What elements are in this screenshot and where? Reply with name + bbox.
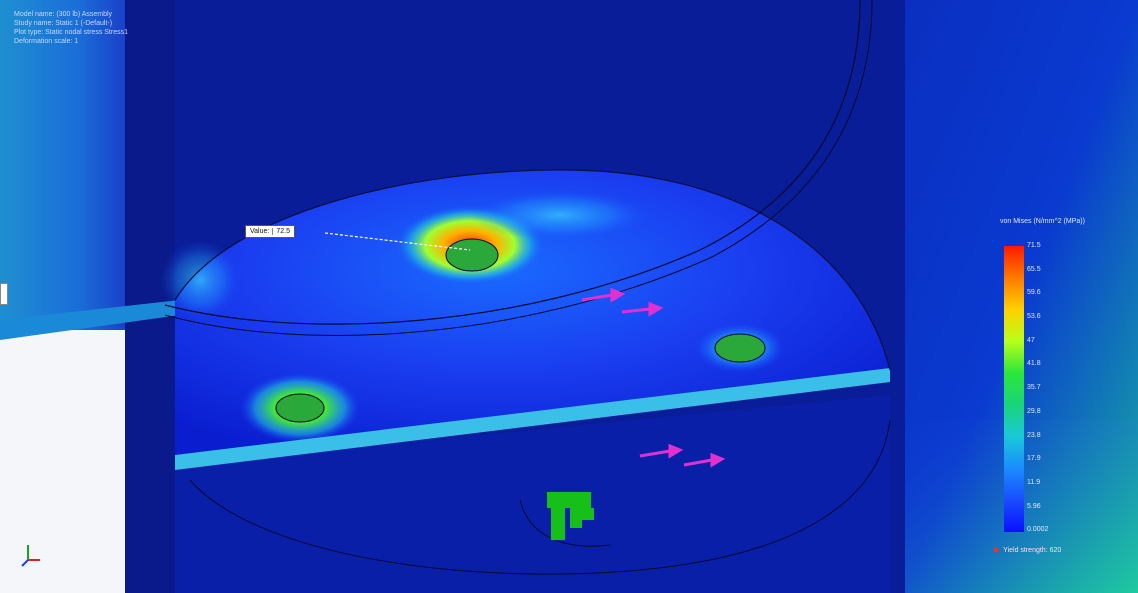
yield-strength-line: ▶ Yield strength: 620 xyxy=(994,545,1061,554)
legend-title: von Mises (N/mm^2 (MPa)) xyxy=(1000,218,1085,225)
legend-tick: 41.8 xyxy=(1027,360,1041,368)
coordinate-triad-icon[interactable] xyxy=(21,545,40,567)
fixture-icon[interactable] xyxy=(275,238,766,540)
tank-rim-arc-inner xyxy=(164,0,873,336)
legend-tick: 0.0002 xyxy=(1027,526,1049,534)
plate-front-edge xyxy=(175,368,890,470)
legend-tick: 65.5 xyxy=(1027,265,1041,273)
outer-ledge xyxy=(0,300,180,340)
probe-leader-line xyxy=(324,232,471,251)
legend-tick: 11.9 xyxy=(1027,478,1041,486)
legend-tick: 53.6 xyxy=(1027,313,1041,321)
legend-tick: 47 xyxy=(1027,336,1035,344)
info-line-deformation: Deformation scale: 1 xyxy=(14,38,79,45)
left-outer-panel xyxy=(0,0,130,330)
info-line-model: Model name: (300 lb) Assembly xyxy=(14,11,113,18)
legend-tick: 17.9 xyxy=(1027,455,1041,463)
info-line-plot-type: Plot type: Static nodal stress Stress1 xyxy=(14,29,128,36)
yield-marker-icon: ▶ xyxy=(994,545,1001,554)
probe-value: 72.5 xyxy=(272,228,290,235)
left-white-gap xyxy=(0,330,130,593)
lower-ellipse xyxy=(189,419,891,575)
legend-tick: 29.8 xyxy=(1027,407,1041,415)
stress-field-top-band xyxy=(470,190,650,240)
legend-ticks: 71.5 65.5 59.6 53.6 47 41.8 35.7 29.8 23… xyxy=(1027,242,1048,550)
lower-tank-surface xyxy=(175,395,890,593)
left-edge-handle[interactable] xyxy=(0,283,8,305)
yield-strength-label: Yield strength: 620 xyxy=(1003,547,1062,554)
tank-rim-arc xyxy=(164,0,861,325)
stress-field-left-wall xyxy=(160,240,240,320)
plate-surface[interactable] xyxy=(175,169,890,455)
legend-tick: 23.8 xyxy=(1027,431,1041,439)
legend-tick: 71.5 xyxy=(1027,242,1041,249)
probe-label-box[interactable]: Value: 72.5 xyxy=(245,225,295,238)
legend-tick: 35.7 xyxy=(1027,384,1041,392)
legend-color-bar[interactable] xyxy=(1004,246,1024,532)
study-info-block: Model name: (300 lb) Assembly Study name… xyxy=(14,10,128,46)
probe-label: Value: xyxy=(250,228,270,235)
info-line-study: Study name: Static 1 (-Default-) xyxy=(14,20,113,27)
legend-tick: 59.6 xyxy=(1027,289,1041,297)
load-arrow-icon[interactable] xyxy=(581,287,726,468)
legend-tick: 5.96 xyxy=(1027,502,1041,510)
